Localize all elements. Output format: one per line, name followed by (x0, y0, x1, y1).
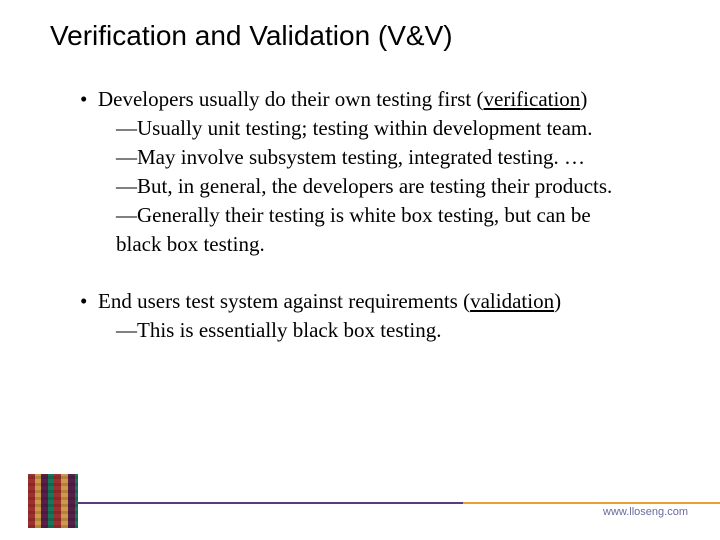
lead-em: verification (484, 87, 581, 111)
sub-item: —Usually unit testing; testing within de… (116, 114, 680, 143)
bullet-dot-icon: • (80, 287, 98, 345)
lead-pre: Developers usually do their own testing … (98, 87, 484, 111)
lead-pre: End users test system against requiremen… (98, 289, 470, 313)
bullet-text: Developers usually do their own testing … (98, 85, 680, 259)
bullet-verification: • Developers usually do their own testin… (80, 85, 680, 259)
bullet-text: End users test system against requiremen… (98, 287, 680, 345)
lead-post: ) (554, 289, 561, 313)
divider-rule (78, 502, 720, 504)
sub-item-cont: black box testing. (116, 230, 680, 259)
sub-item: —Generally their testing is white box te… (116, 201, 680, 230)
sub-item: —This is essentially black box testing. (116, 316, 680, 345)
footer-url: www.lloseng.com (603, 506, 688, 518)
sub-list: —This is essentially black box testing. (116, 316, 680, 345)
lead-post: ) (580, 87, 587, 111)
slide-body: • Developers usually do their own testin… (80, 85, 680, 345)
slide: Verification and Validation (V&V) • Deve… (0, 0, 720, 540)
textile-thumbnail-icon (28, 474, 78, 528)
sub-list: —Usually unit testing; testing within de… (116, 114, 680, 259)
bullet-dot-icon: • (80, 85, 98, 259)
bullet-validation: • End users test system against requirem… (80, 287, 680, 345)
sub-item: —May involve subsystem testing, integrat… (116, 143, 680, 172)
spacer (80, 259, 680, 287)
sub-item: —But, in general, the developers are tes… (116, 172, 680, 201)
slide-title: Verification and Validation (V&V) (50, 20, 453, 52)
lead-em: validation (470, 289, 554, 313)
